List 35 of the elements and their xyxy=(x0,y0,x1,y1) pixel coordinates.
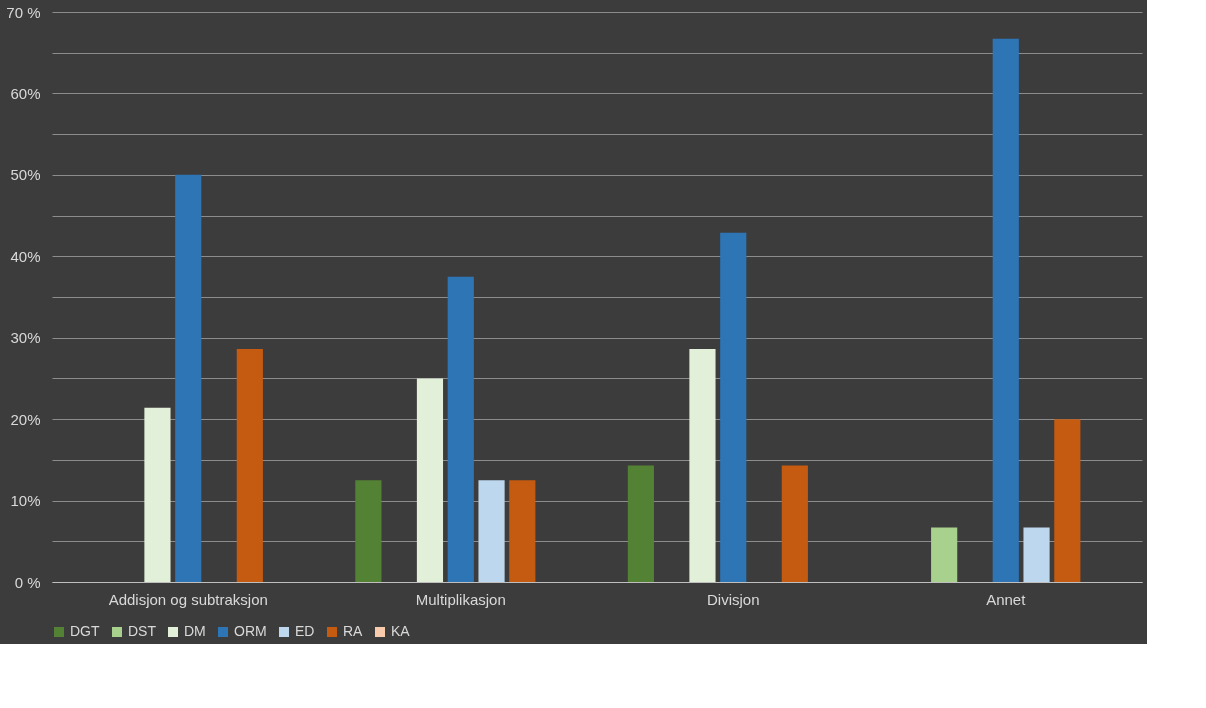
bar xyxy=(781,465,808,582)
bar xyxy=(144,407,171,582)
x-tick-label: Annet xyxy=(986,590,1027,608)
y-tick-label: 60% xyxy=(10,84,41,102)
y-tick-label: 10% xyxy=(10,492,41,510)
bar xyxy=(627,465,654,582)
legend-label: KA xyxy=(391,623,411,639)
bar xyxy=(931,527,958,582)
bar xyxy=(689,349,716,582)
bar xyxy=(478,480,505,582)
legend-label: ED xyxy=(295,623,315,639)
legend-label: DM xyxy=(184,623,206,639)
bar xyxy=(236,349,263,582)
legend-label: ORM xyxy=(234,623,267,639)
bar xyxy=(720,232,747,582)
y-tick-label: 30% xyxy=(10,329,41,347)
legend-label: DST xyxy=(128,623,157,639)
x-tick-label: Multiplikasjon xyxy=(415,590,506,608)
legend-label: DGT xyxy=(70,623,100,639)
bar xyxy=(509,480,536,582)
y-tick-label: 0 % xyxy=(14,573,41,591)
bar xyxy=(175,174,202,582)
x-tick-label: Divisjon xyxy=(706,590,760,608)
bar xyxy=(355,480,382,582)
bar xyxy=(416,378,444,582)
y-tick-label: 40% xyxy=(10,247,41,265)
y-tick-label: 70 % xyxy=(6,3,41,21)
bar xyxy=(1054,419,1081,582)
y-tick-label: 50% xyxy=(10,166,41,184)
bar xyxy=(992,38,1019,582)
y-tick-label: 20% xyxy=(10,410,41,428)
legend-label: RA xyxy=(343,623,364,639)
bar xyxy=(1023,527,1050,582)
bar xyxy=(447,276,474,582)
x-tick-label: Addisjon og subtraksjon xyxy=(108,590,268,608)
